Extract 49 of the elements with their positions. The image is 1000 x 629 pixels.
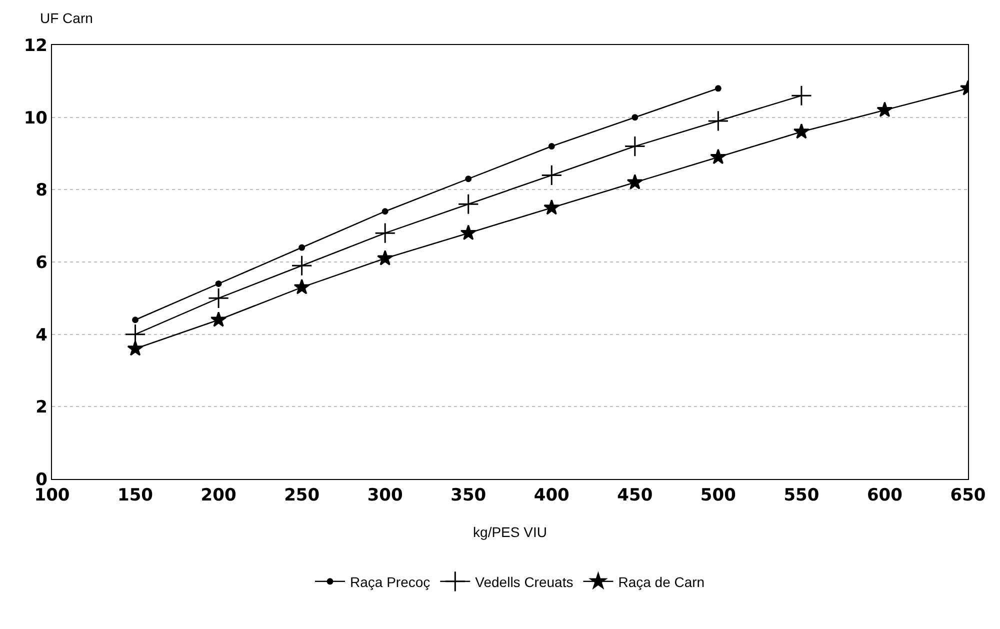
point xyxy=(460,224,476,240)
point xyxy=(215,280,222,287)
point xyxy=(208,288,230,309)
point xyxy=(291,255,312,276)
y-tick-label: 12 xyxy=(24,36,48,56)
x-tick-label: 250 xyxy=(284,486,320,506)
x-tick-label: 150 xyxy=(118,486,154,506)
x-tick-label: 100 xyxy=(34,486,70,506)
point xyxy=(132,316,139,324)
point xyxy=(790,85,812,106)
y-tick-label: 2 xyxy=(36,398,48,418)
x-tick-label: 200 xyxy=(200,486,236,506)
point xyxy=(374,222,396,244)
x-tick-label: 450 xyxy=(617,486,653,506)
point xyxy=(294,278,310,294)
y-axis-title: UF Carn xyxy=(40,10,93,26)
point xyxy=(548,143,555,150)
x-tick-label: 650 xyxy=(950,486,986,506)
point xyxy=(793,123,810,139)
x-tick-label: 300 xyxy=(367,486,403,506)
point xyxy=(876,102,893,118)
point xyxy=(465,176,472,182)
point xyxy=(377,250,394,266)
point xyxy=(714,85,722,92)
legend-label: Vedells Creuats xyxy=(475,574,574,590)
x-tick-label: 400 xyxy=(534,486,570,506)
legend-label: Raça Precoç xyxy=(350,574,430,590)
point xyxy=(382,208,388,215)
x-tick-label: 350 xyxy=(450,486,486,506)
point xyxy=(626,174,643,190)
point xyxy=(632,114,638,121)
x-tick-label: 500 xyxy=(700,486,736,506)
legend-label: Raça de Carn xyxy=(618,574,705,590)
x-tick-label: 550 xyxy=(784,486,820,506)
point xyxy=(624,136,646,157)
point xyxy=(298,244,306,251)
point xyxy=(127,340,144,356)
x-axis-title: kg/PES VIU xyxy=(473,524,547,540)
y-tick-label: 10 xyxy=(24,108,48,128)
point xyxy=(458,194,479,215)
x-tick-label: 600 xyxy=(866,486,903,506)
point xyxy=(541,164,562,186)
point xyxy=(210,311,227,327)
point xyxy=(544,199,560,215)
y-tick-label: 6 xyxy=(36,252,48,273)
y-tick-label: 4 xyxy=(36,325,48,346)
y-tick-label: 8 xyxy=(36,180,48,201)
point xyxy=(710,148,726,164)
point xyxy=(708,110,729,132)
